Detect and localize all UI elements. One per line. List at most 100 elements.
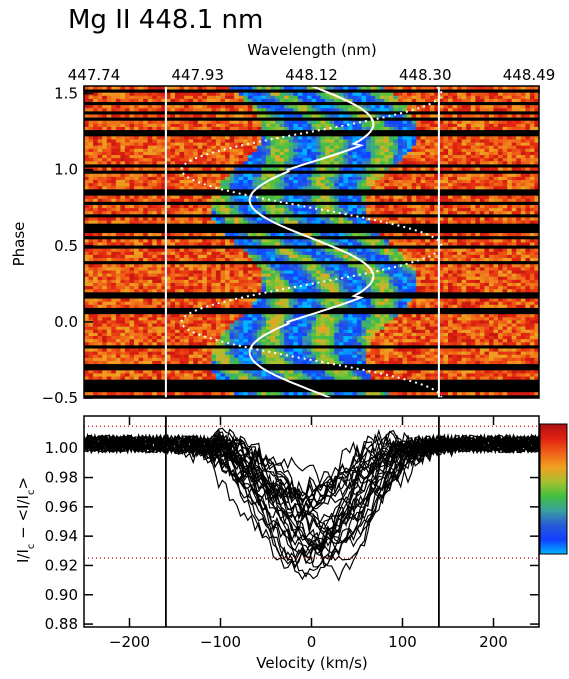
heatmap-cell (84, 198, 89, 202)
heatmap-cell (243, 298, 249, 302)
heatmap-cell (120, 332, 126, 336)
heatmap-cell (179, 217, 185, 221)
heatmap-cell (170, 279, 176, 283)
heatmap-cell (284, 198, 290, 202)
heatmap-cell (488, 323, 494, 327)
heatmap-cell (147, 391, 153, 396)
heatmap-cell (215, 176, 221, 180)
heatmap-cell (288, 391, 294, 396)
heatmap-cell (461, 360, 467, 365)
heatmap-cell (138, 257, 144, 262)
heatmap-cell (498, 391, 503, 396)
heatmap-cell (170, 210, 176, 215)
heatmap-cell (215, 232, 221, 237)
heatmap-cell (443, 354, 449, 358)
heatmap-cell (229, 238, 235, 243)
heatmap-cell (320, 357, 326, 361)
heatmap-cell (115, 298, 121, 302)
heatmap-cell (302, 285, 308, 290)
heatmap-cell (238, 251, 244, 255)
heatmap-cell (115, 251, 121, 255)
heatmap-cell (416, 185, 422, 190)
heatmap-cell (516, 207, 522, 212)
heatmap-cell (502, 185, 508, 190)
heatmap-cell (124, 198, 130, 202)
heatmap-cell (338, 210, 344, 215)
heatmap-cell (306, 182, 312, 187)
heatmap-cell (338, 179, 344, 184)
heatmap-cell (288, 204, 294, 209)
heatmap-cell (238, 198, 244, 202)
heatmap-cell (202, 273, 208, 277)
heatmap-cell (347, 207, 353, 212)
heatmap-cell (343, 373, 349, 377)
heatmap-cell (193, 179, 199, 184)
heatmap-cell (379, 285, 385, 290)
heatmap-cell (448, 179, 453, 184)
heatmap-cell (170, 326, 176, 330)
heatmap-cell (457, 204, 463, 209)
heatmap-cell (316, 329, 321, 333)
heatmap-cell (134, 238, 139, 243)
heatmap-cell (215, 348, 221, 352)
heatmap-cell (193, 270, 199, 274)
heatmap-cell (484, 323, 490, 327)
heatmap-cell (293, 198, 299, 202)
heatmap-cell (534, 360, 539, 365)
heatmap-cell (329, 282, 335, 287)
heatmap-cell (484, 288, 490, 293)
heatmap-cell (493, 357, 499, 361)
heatmap-cell (416, 373, 422, 377)
heatmap-cell (97, 210, 103, 215)
heatmap-cell (147, 238, 153, 243)
heatmap-cell (511, 257, 517, 262)
heatmap-cell (316, 279, 321, 283)
heatmap-cell (293, 232, 299, 237)
heatmap-cell (134, 210, 139, 215)
heatmap-cell (302, 266, 308, 271)
heatmap-cell (211, 351, 217, 355)
heatmap-cell (193, 320, 199, 324)
heatmap-cell (507, 176, 513, 180)
heatmap-cell (420, 217, 426, 221)
heatmap-cell (156, 179, 162, 184)
heatmap-cell (507, 304, 513, 308)
heatmap-cell (357, 285, 362, 290)
heatmap-cell (320, 182, 326, 187)
heatmap-cell (188, 369, 194, 374)
heatmap-cell (438, 204, 444, 209)
heatmap-cell (498, 304, 503, 308)
heatmap-cell (466, 232, 472, 237)
heatmap-cell (320, 185, 326, 190)
heatmap-cell (97, 248, 103, 252)
heatmap-cell (425, 348, 431, 352)
heatmap-cell (188, 332, 194, 336)
heatmap-cell (329, 326, 335, 330)
heatmap-cell (498, 270, 503, 274)
heatmap-cell (384, 251, 390, 255)
heatmap-cell (170, 179, 176, 184)
heatmap-cell (511, 316, 517, 321)
heatmap-cell (502, 298, 508, 302)
heatmap-cell (316, 210, 321, 215)
heatmap-cell (252, 217, 258, 221)
heatmap-cell (120, 179, 126, 184)
heatmap-cell (129, 266, 135, 271)
heatmap-cell (347, 298, 353, 302)
heatmap-cell (115, 351, 121, 355)
heatmap-cell (243, 263, 249, 268)
heatmap-cell (502, 182, 508, 187)
heatmap-cell (393, 313, 399, 318)
heatmap-cell (366, 270, 372, 274)
heatmap-cell (106, 220, 112, 224)
heatmap-cell (416, 210, 422, 215)
heatmap-cell (138, 232, 144, 237)
heatmap-cell (470, 298, 476, 302)
heatmap-cell (147, 288, 153, 293)
heatmap-cell (438, 329, 444, 333)
heatmap-cell (347, 341, 353, 346)
heatmap-cell (361, 301, 367, 305)
heatmap-cell (175, 266, 180, 271)
heatmap-cell (211, 326, 217, 330)
heatmap-cell (479, 207, 485, 212)
